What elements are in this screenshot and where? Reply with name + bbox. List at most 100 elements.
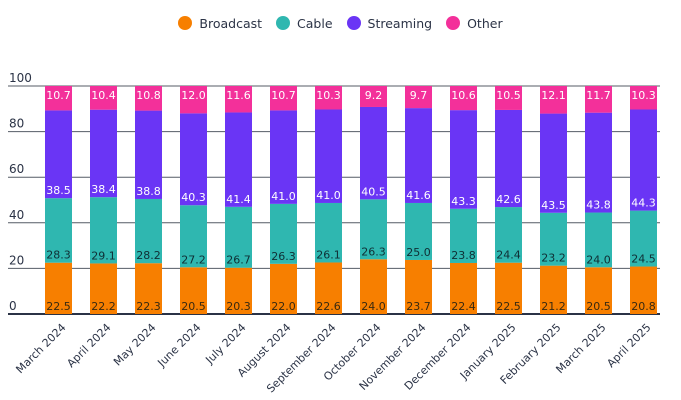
bar-value-label: 11.7 — [586, 89, 611, 102]
bar-segment-other — [90, 86, 117, 110]
bar-value-label: 43.3 — [451, 195, 476, 208]
bar-value-label: 20.3 — [226, 300, 251, 313]
bar-segment-cable — [495, 207, 522, 263]
y-tick-label: 40 — [9, 208, 24, 222]
bar-value-label: 23.7 — [406, 300, 431, 313]
bar-segment-streaming — [405, 108, 432, 203]
bar-value-label: 10.5 — [496, 89, 521, 102]
y-axis-ticks: 0 20 40 60 80 100 — [9, 71, 32, 313]
bar-value-label: 43.5 — [541, 199, 566, 212]
bar-value-label: 26.7 — [226, 254, 251, 267]
bar-segment-streaming — [585, 112, 612, 213]
bar-segment-cable — [450, 208, 477, 263]
bar-value-label: 40.5 — [361, 185, 386, 198]
bar-value-label: 28.3 — [46, 249, 71, 262]
bar-value-label: 21.2 — [541, 300, 566, 313]
bar-value-label: 22.6 — [316, 300, 341, 313]
bar-segment-streaming — [630, 109, 657, 211]
legend-swatch — [178, 16, 193, 30]
legend-item-broadcast[interactable]: Broadcast — [178, 16, 262, 31]
y-tick-label: 80 — [9, 117, 24, 131]
bar-segment-cable — [180, 205, 207, 268]
bar-segment-streaming — [180, 113, 207, 206]
bar-segment-other — [405, 86, 432, 109]
bar-segment-other — [495, 86, 522, 110]
bar-labels: 22.5 28.3 38.5 10.7 22.2 29.1 38.4 10.4 22.3 28.2… — [46, 89, 656, 313]
bar-value-label: 24.4 — [496, 249, 521, 262]
bars — [45, 86, 657, 314]
bar-segment-broadcast — [360, 259, 387, 314]
legend-label: Streaming — [367, 15, 433, 31]
bar-value-label: 41.0 — [316, 189, 341, 202]
bar-segment-other — [450, 86, 477, 111]
bar-segment-broadcast — [450, 262, 477, 314]
bar-segment-broadcast — [405, 259, 432, 314]
bar-segment-other — [585, 86, 612, 113]
bar-value-label: 22.2 — [91, 300, 116, 313]
bar-segment-broadcast — [45, 262, 72, 314]
bar-value-label: 25.0 — [406, 246, 431, 259]
bar-value-label: 38.4 — [91, 183, 116, 196]
y-tick-label: 100 — [9, 71, 32, 85]
y-tick-label: 20 — [9, 253, 24, 267]
bar-value-label: 40.3 — [181, 191, 206, 204]
x-tick-label: April 2024 — [64, 321, 113, 370]
legend-swatch — [346, 16, 361, 30]
bar-value-label: 24.0 — [586, 253, 611, 266]
bar-value-label: 10.6 — [451, 89, 476, 102]
bar-value-label: 23.2 — [541, 252, 566, 265]
bar-value-label: 24.5 — [631, 253, 656, 266]
bar-value-label: 20.5 — [586, 300, 611, 313]
bar-value-label: 10.4 — [91, 89, 116, 102]
x-tick-label: July 2024 — [202, 321, 248, 367]
bar-value-label: 42.6 — [496, 193, 521, 206]
bar-value-label: 12.1 — [541, 89, 566, 102]
legend-item-cable[interactable]: Cable — [276, 16, 333, 31]
bar-value-label: 9.2 — [365, 89, 383, 102]
bar-segment-cable — [630, 210, 657, 267]
bar-segment-cable — [540, 212, 567, 266]
bar-value-label: 20.5 — [181, 300, 206, 313]
legend: Broadcast Cable Streaming Other — [0, 12, 681, 34]
bar-value-label: 41.0 — [271, 190, 296, 203]
bar-value-label: 10.8 — [136, 89, 161, 102]
bar-value-label: 22.5 — [496, 300, 521, 313]
x-tick-label: March 2024 — [13, 321, 68, 376]
bar-segment-other — [45, 86, 72, 111]
bar-segment-broadcast — [90, 263, 117, 314]
bar-segment-other — [135, 86, 162, 111]
legend-label: Broadcast — [199, 15, 263, 31]
bar-value-label: 38.5 — [46, 184, 71, 197]
bar-segment-streaming — [540, 113, 567, 213]
bar-segment-streaming — [270, 110, 297, 204]
bar-segment-streaming — [315, 109, 342, 203]
bar-segment-cable — [360, 199, 387, 260]
bar-segment-broadcast — [315, 262, 342, 314]
bar-value-label: 44.3 — [631, 197, 656, 210]
bar-value-label: 27.2 — [181, 253, 206, 266]
bar-value-label: 22.4 — [451, 300, 476, 313]
bar-segment-broadcast — [180, 267, 207, 314]
bar-segment-streaming — [45, 110, 72, 199]
bar-segment-broadcast — [135, 263, 162, 314]
bar-segment-broadcast — [585, 267, 612, 314]
bar-value-label: 26.3 — [361, 245, 386, 258]
bar-value-label: 12.0 — [181, 89, 206, 102]
bar-segment-cable — [585, 212, 612, 268]
bar-value-label: 10.7 — [271, 89, 296, 102]
bar-segment-streaming — [495, 109, 522, 208]
bar-value-label: 10.3 — [631, 89, 656, 102]
bar-segment-cable — [90, 197, 117, 264]
legend-swatch — [446, 16, 461, 30]
bar-segment-broadcast — [225, 267, 252, 314]
legend-item-streaming[interactable]: Streaming — [346, 15, 433, 31]
x-tick-label: May 2024 — [111, 321, 159, 369]
bar-segment-cable — [315, 202, 342, 263]
bar-value-label: 11.6 — [226, 89, 251, 102]
legend-item-other[interactable]: Other — [446, 16, 503, 31]
bar-value-label: 24.0 — [361, 300, 386, 313]
legend-label: Cable — [297, 15, 333, 31]
bar-value-label: 23.8 — [451, 249, 476, 262]
